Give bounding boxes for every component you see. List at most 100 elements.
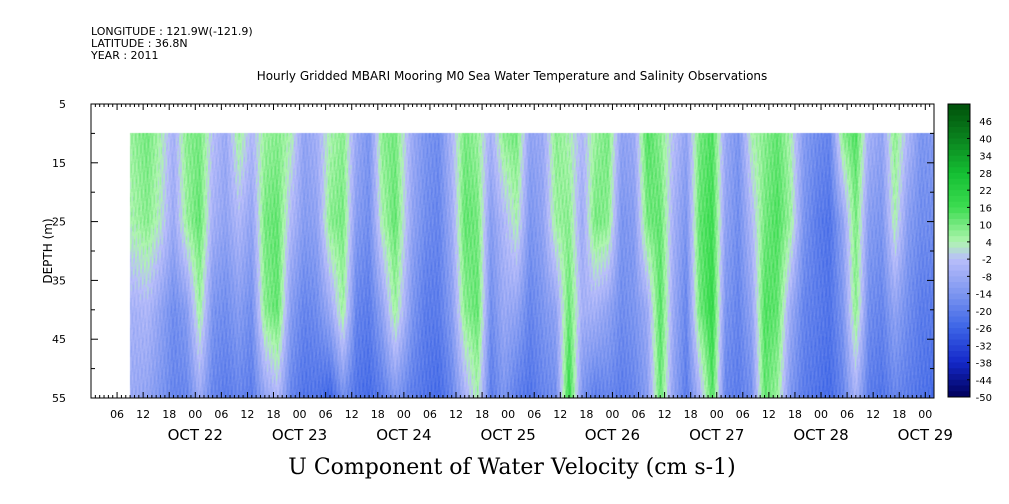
x-hour-label: 00 [710,408,724,421]
x-hour-label: 18 [579,408,593,421]
x-hour-label: 06 [423,408,437,421]
colorbar-label: 46 [979,117,992,128]
colorbar-cell [948,178,970,185]
x-day-label: OCT 29 [898,426,953,444]
x-hour-label: 18 [788,408,802,421]
x-hour-label: 00 [501,408,515,421]
colorbar-cell [948,167,970,174]
colorbar-cell [948,144,970,151]
colorbar-label: 40 [979,134,992,145]
colorbar-cell [948,362,970,369]
x-hour-label: 00 [814,408,828,421]
y-tick-label: 35 [52,274,66,287]
colorbar-cell [948,333,970,341]
colorbar-cell [948,230,970,237]
x-hour-label: 00 [918,408,932,421]
colorbar-label: -14 [976,290,992,301]
colorbar-cell [948,247,970,254]
colorbar-label: -32 [976,341,992,352]
x-day-label: OCT 28 [793,426,848,444]
colorbar-label: -44 [976,376,992,387]
x-day-label: OCT 25 [480,426,535,444]
longitude-label: LONGITUDE : 121.9W(-121.9) [91,25,253,38]
x-hour-label: 00 [293,408,307,421]
colorbar-cell [948,270,970,277]
colorbar-cell [948,368,970,375]
colorbar-cell [948,126,970,134]
plot-area [90,103,935,399]
colorbar-cell [948,218,970,226]
colorbar: 46 40 34 28 22 16 10 4 -2 -8 -14 -20 -26 -32 -38 -44 -50 [947,103,992,404]
y-tick-label: 5 [59,98,66,111]
colorbar-cell [948,172,970,180]
colorbar-cell [948,132,970,139]
x-hour-label: 06 [110,408,124,421]
x-day-label: OCT 22 [168,426,223,444]
x-hour-label: 18 [162,408,176,421]
x-hour-label: 18 [267,408,281,421]
colorbar-cell [948,201,970,208]
colorbar-cell [948,138,970,145]
colorbar-label: 28 [979,169,992,180]
colorbar-cell [948,351,970,358]
x-hour-label: 06 [840,408,854,421]
colorbar-label: -8 [982,272,992,283]
colorbar-cell [948,316,970,323]
x-hour-label: 12 [658,408,672,421]
colorbar-cell [948,149,970,157]
colorbar-cell [948,253,970,260]
colorbar-cell [948,322,970,329]
x-hour-label: 18 [892,408,906,421]
colorbar-cell [948,310,970,318]
y-tick-label: 55 [52,392,66,405]
x-hour-label: 06 [319,408,333,421]
colorbar-cell [948,339,970,346]
x-hour-label: 18 [475,408,489,421]
x-hour-label: 06 [632,408,646,421]
x-hour-label: 00 [397,408,411,421]
colorbar-label: 22 [979,186,992,197]
colorbar-cell [948,345,970,352]
colorbar-cell [948,299,970,306]
x-hour-label: 06 [527,408,541,421]
x-axis: 06 12 18 00 06 12 18 00 06 12 18 00 06 12 18 00 06 12 18 00… [90,104,953,444]
colorbar-label: 16 [979,203,992,214]
colorbar-cell [948,236,970,243]
heatmap-image [91,104,934,398]
colorbar-cell [948,109,970,116]
x-day-label: OCT 26 [585,426,640,444]
x-axis-label: U Component of Water Velocity (cm s-1) [288,455,735,480]
colorbar-label: -26 [976,324,992,335]
colorbar-label: -20 [976,307,992,318]
colorbar-cell [948,207,970,214]
x-hour-label: 12 [866,408,880,421]
colorbar-cell [948,391,970,398]
colorbar-cell [948,115,970,122]
colorbar-label: 4 [986,238,992,249]
y-axis: 5 15 25 35 45 55 [52,98,934,405]
colorbar-label: -50 [976,393,992,404]
colorbar-frame [947,103,971,398]
y-tick-label: 45 [52,333,66,346]
colorbar-cell [948,287,970,295]
colorbar-cell [948,374,970,381]
x-day-label: OCT 27 [689,426,744,444]
colorbar-cell [948,184,970,191]
colorbar-cell [948,213,970,220]
colorbar-cell [948,276,970,283]
x-hour-label: 12 [240,408,254,421]
colorbar-cell [948,259,970,266]
latitude-label: LATITUDE : 36.8N [91,37,188,50]
colorbar-label: 10 [979,221,992,232]
colorbar-cell [948,379,970,387]
colorbar-cell [948,385,970,392]
colorbar-cell [948,264,970,272]
x-hour-label: 12 [345,408,359,421]
colorbar-cell [948,328,970,335]
colorbar-label: 34 [979,152,992,163]
colorbar-label: -38 [976,359,992,370]
x-day-label: OCT 23 [272,426,327,444]
x-day-label: OCT 24 [376,426,431,444]
colorbar-label: -2 [982,255,992,266]
